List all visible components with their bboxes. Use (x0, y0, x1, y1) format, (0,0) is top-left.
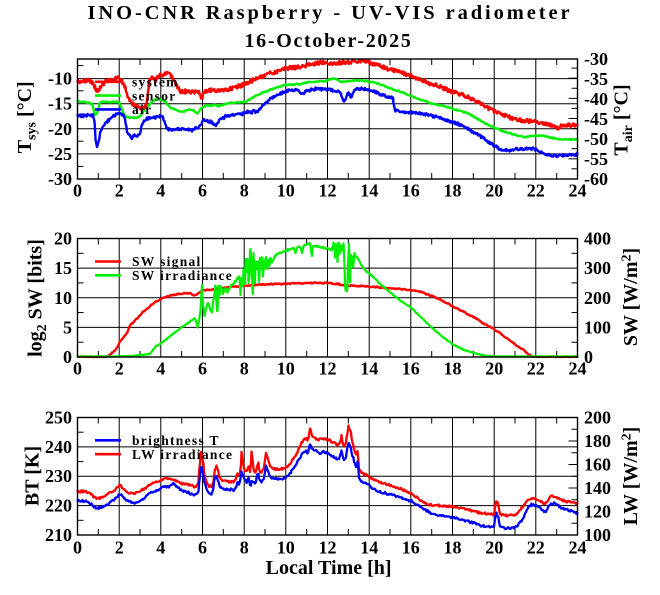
svg-text:-50: -50 (584, 129, 608, 149)
svg-text:24: 24 (569, 359, 587, 379)
svg-text:220: 220 (45, 496, 72, 516)
svg-text:system: system (132, 75, 179, 90)
svg-text:160: 160 (584, 455, 611, 475)
svg-text:SW irradiance: SW irradiance (132, 268, 233, 283)
svg-text:240: 240 (45, 437, 72, 457)
svg-text:140: 140 (584, 478, 611, 498)
svg-text:10: 10 (277, 359, 295, 379)
svg-text:0: 0 (63, 347, 72, 367)
svg-text:12: 12 (319, 538, 337, 558)
svg-text:100: 100 (584, 317, 611, 337)
svg-text:-35: -35 (584, 69, 608, 89)
svg-text:210: 210 (45, 525, 72, 545)
svg-text:-15: -15 (48, 94, 72, 114)
svg-text:6: 6 (198, 181, 207, 201)
svg-text:5: 5 (63, 317, 72, 337)
svg-text:2: 2 (115, 538, 124, 558)
svg-text:LW [W/m2]: LW [W/m2] (620, 427, 643, 526)
svg-text:brightness T: brightness T (132, 433, 220, 448)
svg-text:Tair [°C]: Tair [°C] (611, 84, 637, 155)
svg-text:SW signal: SW signal (132, 254, 202, 269)
svg-text:2: 2 (115, 359, 124, 379)
svg-text:12: 12 (319, 359, 337, 379)
svg-text:18: 18 (444, 359, 462, 379)
svg-text:20: 20 (54, 229, 72, 249)
svg-text:14: 14 (360, 181, 378, 201)
svg-text:INO-CNR Raspberry - UV-VIS rad: INO-CNR Raspberry - UV-VIS radiometer (88, 2, 573, 24)
svg-text:200: 200 (584, 408, 611, 428)
svg-text:-30: -30 (584, 49, 608, 69)
svg-text:-60: -60 (584, 169, 608, 189)
svg-text:4: 4 (156, 538, 165, 558)
svg-text:120: 120 (584, 502, 611, 522)
svg-text:20: 20 (485, 181, 503, 201)
svg-text:4: 4 (156, 359, 165, 379)
svg-text:230: 230 (45, 466, 72, 486)
svg-text:air: air (132, 102, 152, 117)
svg-text:22: 22 (527, 538, 545, 558)
svg-text:24: 24 (569, 538, 587, 558)
svg-text:8: 8 (240, 181, 249, 201)
svg-text:24: 24 (569, 181, 587, 201)
svg-text:0: 0 (73, 538, 82, 558)
svg-text:-45: -45 (584, 109, 608, 129)
svg-text:-55: -55 (584, 149, 608, 169)
svg-text:-10: -10 (48, 69, 72, 89)
svg-text:Local Time [h]: Local Time [h] (266, 557, 392, 579)
svg-text:200: 200 (584, 288, 611, 308)
svg-text:14: 14 (360, 359, 378, 379)
svg-text:180: 180 (584, 431, 611, 451)
svg-text:-20: -20 (48, 119, 72, 139)
svg-text:0: 0 (584, 347, 593, 367)
svg-text:12: 12 (319, 181, 337, 201)
svg-text:20: 20 (485, 538, 503, 558)
svg-text:16-October-2025: 16-October-2025 (244, 30, 412, 52)
svg-text:8: 8 (240, 359, 249, 379)
svg-text:sensor: sensor (132, 88, 177, 103)
svg-text:15: 15 (54, 258, 72, 278)
svg-text:SW [W/m2]: SW [W/m2] (620, 248, 643, 346)
svg-text:BT [K]: BT [K] (21, 446, 43, 506)
svg-text:22: 22 (527, 181, 545, 201)
svg-text:LW irradiance: LW irradiance (132, 447, 233, 462)
svg-text:-30: -30 (48, 169, 72, 189)
svg-text:0: 0 (73, 181, 82, 201)
svg-text:20: 20 (485, 359, 503, 379)
svg-text:10: 10 (277, 181, 295, 201)
svg-text:6: 6 (198, 538, 207, 558)
svg-text:16: 16 (402, 359, 420, 379)
svg-text:18: 18 (444, 181, 462, 201)
svg-text:250: 250 (45, 408, 72, 428)
svg-text:8: 8 (240, 538, 249, 558)
svg-text:14: 14 (360, 538, 378, 558)
svg-text:log2 SW [bits]: log2 SW [bits] (25, 239, 51, 357)
svg-text:4: 4 (156, 181, 165, 201)
svg-text:-25: -25 (48, 144, 72, 164)
svg-text:6: 6 (198, 359, 207, 379)
svg-text:300: 300 (584, 258, 611, 278)
svg-text:100: 100 (584, 525, 611, 545)
svg-text:16: 16 (402, 181, 420, 201)
svg-text:Tsys [°C]: Tsys [°C] (14, 81, 40, 153)
svg-text:16: 16 (402, 538, 420, 558)
svg-text:2: 2 (115, 181, 124, 201)
svg-text:18: 18 (444, 538, 462, 558)
svg-text:22: 22 (527, 359, 545, 379)
svg-text:0: 0 (73, 359, 82, 379)
svg-text:-40: -40 (584, 89, 608, 109)
svg-text:10: 10 (277, 538, 295, 558)
svg-text:400: 400 (584, 229, 611, 249)
svg-text:10: 10 (54, 288, 72, 308)
